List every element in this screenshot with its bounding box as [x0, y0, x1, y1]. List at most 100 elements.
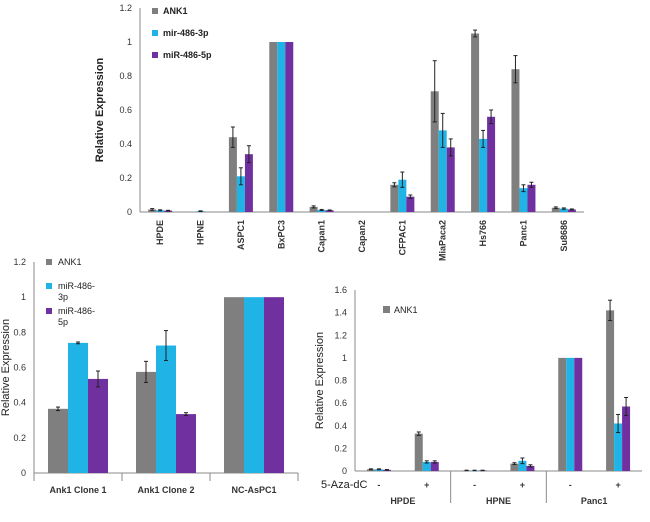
bar: [156, 345, 176, 473]
legend-label: mir-486-3p: [163, 28, 209, 38]
bar: [398, 179, 407, 212]
chart-ank1-clones: 0 0.2 0.4 0.6 0.8 1 1.2 Relative Expression Ank1…: [0, 257, 299, 495]
y-tick-label: 1.6: [334, 285, 347, 295]
bar: [309, 206, 318, 212]
legend-swatch: [152, 52, 158, 58]
y-tick-label: 0.6: [13, 363, 26, 373]
legend-swatch: [383, 306, 390, 313]
x-tick-label: MiaPaca2: [438, 220, 448, 261]
y-tick-label: 0: [127, 207, 132, 217]
x-tick-label: Ank1 Clone 2: [137, 485, 194, 495]
bar: [518, 460, 527, 471]
x-tick-label: CFPAC1: [397, 220, 407, 255]
y-tick-label: 0.2: [334, 443, 347, 453]
y-tick-label: 0.2: [119, 173, 132, 183]
bar: [136, 371, 156, 473]
bar: [244, 297, 264, 473]
y-tick-label: 1: [127, 37, 132, 47]
x-tick-label: Capan2: [357, 220, 367, 253]
x-tick-label: Capan1: [317, 220, 327, 253]
x-tick-label: BxPC3: [276, 220, 286, 249]
bar: [430, 91, 439, 212]
treatment-label: 5-Aza-dC: [321, 479, 368, 491]
legend-label: 5p: [58, 317, 68, 327]
bar: [244, 154, 253, 212]
y-tick-label: 1.4: [334, 308, 347, 318]
x-tick-label: Panc1: [518, 220, 528, 247]
bar: [390, 184, 399, 212]
bar: [558, 357, 567, 471]
bar: [519, 188, 528, 212]
bar: [325, 210, 334, 212]
bar: [430, 461, 439, 471]
y-tick-label: 0.4: [119, 139, 132, 149]
bar: [622, 406, 631, 471]
treatment-sign: -: [569, 480, 572, 490]
y-axis-label: Relative Expression: [94, 57, 106, 162]
y-tick-label: 0.6: [334, 398, 347, 408]
treatment-sign: +: [424, 480, 429, 490]
y-tick-label: 0: [21, 468, 26, 478]
chart-5-aza-dc-treatment: 0 0.2 0.4 0.6 0.8 1 1.2 1.4 1.6 Relative Expressi…: [314, 285, 642, 506]
bar: [527, 184, 536, 212]
group-label: Panc1: [581, 496, 608, 506]
bar: [526, 465, 535, 471]
bar: [224, 297, 244, 473]
legend-swatch: [46, 259, 52, 265]
bar: [48, 408, 68, 473]
legend-label: ANK1: [163, 6, 188, 16]
bar: [471, 33, 480, 212]
treatment-sign: -: [377, 480, 380, 490]
legend-label: miR-486-5p: [163, 50, 212, 60]
x-tick-label: ASPC1: [236, 220, 246, 250]
x-tick-label: NC-AsPC1: [231, 485, 276, 495]
x-tick-label: Su8686: [559, 220, 569, 252]
bar: [559, 208, 568, 212]
y-tick-label: 0.8: [119, 71, 132, 81]
bar: [422, 461, 431, 471]
x-tick-label: HPNE: [196, 220, 206, 245]
y-tick-label: 0.8: [13, 327, 26, 337]
y-tick-label: 0: [342, 466, 347, 476]
x-tick-label: Ank1 Clone 1: [49, 485, 106, 495]
bar: [510, 463, 519, 471]
y-tick-label: 1: [21, 292, 26, 302]
bar: [317, 209, 326, 212]
legend-label: miR-486-: [58, 281, 95, 291]
y-tick-label: 1.2: [119, 3, 132, 13]
bar: [574, 357, 583, 471]
bar: [446, 147, 455, 212]
bar: [88, 378, 108, 473]
legend-swatch: [46, 308, 52, 314]
group-label: HPDE: [390, 496, 415, 506]
y-tick-label: 1.2: [334, 330, 347, 340]
y-tick-label: 0.4: [13, 398, 26, 408]
y-axis-label: Relative Expression: [314, 332, 326, 429]
legend-label: ANK1: [58, 257, 82, 267]
y-tick-label: 0.6: [119, 105, 132, 115]
treatment-sign: -: [473, 480, 476, 490]
bar: [228, 137, 237, 212]
bar: [614, 423, 623, 471]
bar: [567, 209, 576, 212]
bar: [406, 196, 415, 212]
legend-swatch: [46, 283, 52, 289]
bar: [551, 207, 560, 212]
treatment-sign: +: [520, 480, 525, 490]
bar: [479, 138, 488, 212]
x-tick-label: Hs766: [478, 220, 488, 247]
y-tick-label: 0.8: [334, 376, 347, 386]
y-tick-label: 1.2: [13, 257, 26, 267]
y-axis-label: Relative Expression: [0, 319, 12, 416]
y-tick-label: 0.4: [334, 421, 347, 431]
y-tick-label: 1: [342, 353, 347, 363]
bar: [236, 176, 245, 212]
legend-swatch: [152, 30, 158, 36]
bar: [438, 130, 447, 212]
bar: [566, 357, 575, 471]
bar: [606, 310, 615, 471]
x-tick-label: HPDE: [155, 220, 165, 245]
y-tick-label: 0.2: [13, 433, 26, 443]
bar: [269, 42, 278, 212]
